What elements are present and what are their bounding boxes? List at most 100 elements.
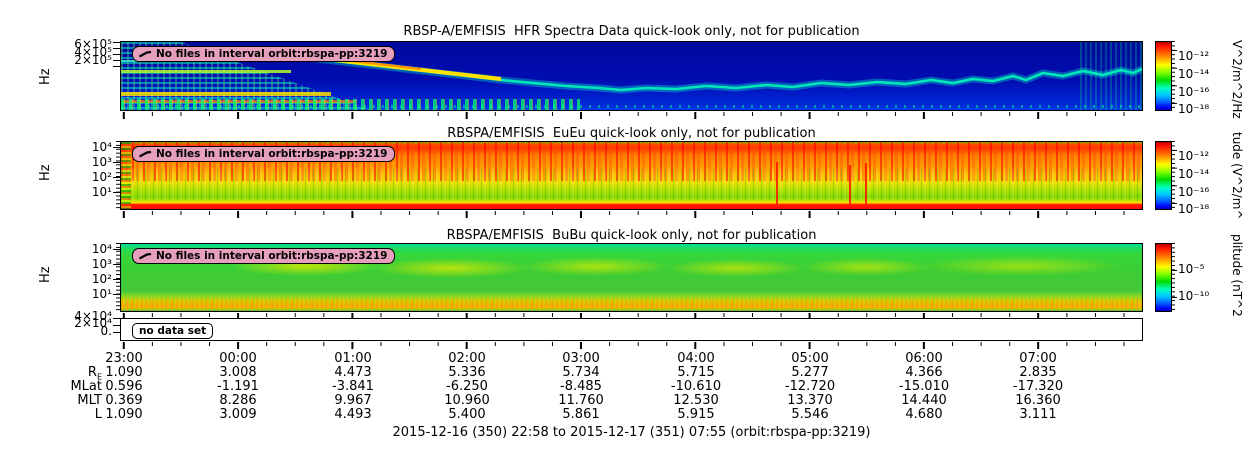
panel3-ytick-1e1: 10¹ <box>91 287 112 301</box>
panel3-spectrogram: No files in interval orbit:rbspa-pp:3219 <box>120 243 1143 312</box>
panel1-title: RBSP-A/EMFISIS HFR Spectra Data quick-lo… <box>403 24 860 39</box>
panel2-title: RBSPA/EMFISIS EuEu quick-look only, not … <box>447 126 816 141</box>
panel1-bottom-noise <box>121 99 581 110</box>
mlat-value: -15.010 <box>898 379 950 394</box>
panel1-no-files-text: No files in interval orbit:rbspa-pp:3219 <box>156 47 388 60</box>
panel1-bottom-speckle <box>121 105 1142 108</box>
panel2-no-files-badge: No files in interval orbit:rbspa-pp:3219 <box>132 146 396 162</box>
panel2-x-ticks <box>120 211 1143 218</box>
panel3-ytick-1e3: 10³ <box>91 257 112 271</box>
panel1-cbar-tick-4: 10⁻¹⁸ <box>1178 102 1210 116</box>
panel2-yaxis-label: Hz <box>38 164 53 182</box>
l-value: 3.111 <box>1019 407 1057 422</box>
panel2-red-spike <box>865 163 867 204</box>
panel1-ytick-2e5: 2×10⁵ <box>74 53 112 67</box>
time-label: 23:00 <box>105 351 143 366</box>
panel3-y-minor-ticks <box>116 243 120 312</box>
panel3-bottom-striations <box>121 299 1142 311</box>
panel1-noise-streak <box>121 70 291 73</box>
panel1-no-files-badge: No files in interval orbit:rbspa-pp:3219 <box>132 46 396 62</box>
row-label-l: L <box>94 407 102 422</box>
panel2-no-files-text: No files in interval orbit:rbspa-pp:3219 <box>156 147 388 160</box>
panel2-colorbar-major-ticks <box>1172 150 1177 204</box>
panel2-ytick-1e4: 10⁴ <box>91 140 112 154</box>
panel2-spectrogram: No files in interval orbit:rbspa-pp:3219 <box>120 141 1143 210</box>
row-label-mlat: MLat <box>70 379 102 394</box>
pencil-icon <box>138 252 152 260</box>
panel2-left-edge-noise <box>121 142 131 209</box>
mlat-value: -12.720 <box>784 379 836 394</box>
l-value: 5.546 <box>791 407 829 422</box>
mlt-value: 16.360 <box>1015 393 1061 408</box>
mlt-value: 14.440 <box>901 393 947 408</box>
l-value: 5.400 <box>448 407 486 422</box>
panel3-emission-blob <box>371 258 531 278</box>
panel3-cbar-tick-2: 10⁻¹⁰ <box>1178 289 1210 303</box>
panel2-colorbar <box>1155 141 1172 210</box>
pencil-icon <box>138 150 152 158</box>
panel2-y-minor-ticks <box>116 141 120 210</box>
panel3-yaxis-label: Hz <box>38 266 53 284</box>
panel4-ytick-0: 0. <box>100 324 112 338</box>
l-value: 4.493 <box>334 407 372 422</box>
mlat-value: 0.596 <box>105 379 143 394</box>
re-value: 4.366 <box>905 365 943 380</box>
time-label: 03:00 <box>562 351 600 366</box>
mlat-value: -6.250 <box>446 379 488 394</box>
panel1-spectrogram: No files in interval orbit:rbspa-pp:3219 <box>120 41 1143 111</box>
mlat-value: -10.610 <box>670 379 722 394</box>
panel3-colorbar <box>1155 243 1172 312</box>
pencil-icon <box>138 50 152 58</box>
panel1-colorbar-major-ticks <box>1172 50 1177 104</box>
l-value: 5.861 <box>562 407 600 422</box>
panel2-cbar-tick-3: 10⁻¹⁶ <box>1178 185 1210 199</box>
panel1-cbar-tick-1: 10⁻¹² <box>1178 49 1210 63</box>
panel3-cbar-tick-1: 10⁻⁵ <box>1178 262 1205 276</box>
mlt-value: 9.967 <box>334 393 372 408</box>
re-value: 4.473 <box>334 365 372 380</box>
panel2-colorbar-unit: tude (V^2/m^ <box>1230 132 1244 220</box>
re-value: 5.336 <box>448 365 486 380</box>
panel1-yaxis-label: Hz <box>38 68 53 86</box>
panel3-ytick-1e4: 10⁴ <box>91 242 112 256</box>
row-label-mlt: MLT <box>77 393 102 408</box>
panel3-title: RBSPA/EMFISIS BuBu quick-look only, not … <box>446 228 817 243</box>
panel4-ytick-4e4: 4×10⁴ <box>74 309 112 323</box>
time-label: 06:00 <box>905 351 943 366</box>
panel3-no-files-badge: No files in interval orbit:rbspa-pp:3219 <box>132 248 396 264</box>
panel2-ytick-1e1: 10¹ <box>91 185 112 199</box>
time-label: 04:00 <box>677 351 715 366</box>
panel1-cbar-tick-3: 10⁻¹⁶ <box>1178 85 1210 99</box>
re-value: 3.008 <box>219 365 257 380</box>
panel4-y-ticks <box>113 318 120 335</box>
mlat-value: -1.191 <box>217 379 259 394</box>
re-value: 5.715 <box>677 365 715 380</box>
time-label: 01:00 <box>334 351 372 366</box>
mlt-value: 13.370 <box>787 393 833 408</box>
re-value: 2.835 <box>1019 365 1057 380</box>
panel1-y-ticks <box>113 42 120 68</box>
row-label-re: RE <box>87 365 102 382</box>
mlat-value: -8.485 <box>560 379 602 394</box>
time-label: 05:00 <box>791 351 829 366</box>
mlat-value: -3.841 <box>332 379 374 394</box>
mlt-value: 11.760 <box>558 393 604 408</box>
panel1-ytick-4e5: 4×10⁵ <box>74 45 112 59</box>
time-label: 02:00 <box>448 351 486 366</box>
re-value: 5.277 <box>791 365 829 380</box>
panel2-cbar-tick-2: 10⁻¹⁴ <box>1178 167 1210 181</box>
panel1-ytick-6e5: 6×10⁵ <box>74 37 112 51</box>
panel2-cbar-tick-1: 10⁻¹² <box>1178 149 1210 163</box>
mlt-value: 8.286 <box>219 393 257 408</box>
panel3-emission-blob <box>801 258 931 276</box>
panel1-cbar-tick-2: 10⁻¹⁴ <box>1178 67 1210 81</box>
panel3-emission-blob <box>666 259 806 277</box>
panel2-ytick-1e2: 10² <box>91 170 112 184</box>
panel3-emission-blob <box>521 257 671 276</box>
mlat-value: -17.320 <box>1012 379 1064 394</box>
panel2-red-spike <box>776 162 778 204</box>
l-value: 1.090 <box>105 407 143 422</box>
panel1-right-noise <box>1080 42 1142 110</box>
panel3-colorbar-major-ticks <box>1172 270 1177 300</box>
